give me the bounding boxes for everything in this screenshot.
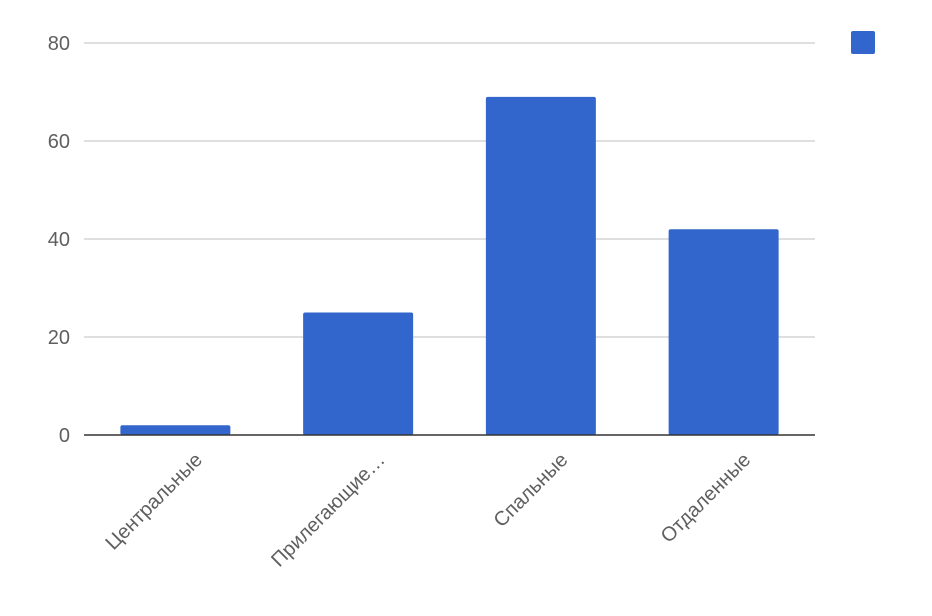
legend-swatch bbox=[851, 31, 875, 54]
y-tick-label: 20 bbox=[48, 327, 70, 349]
bar-2 bbox=[485, 96, 596, 436]
x-category-label: Прилегающие… bbox=[267, 449, 389, 571]
bar-1 bbox=[303, 312, 414, 435]
legend bbox=[851, 31, 875, 54]
bar-3 bbox=[668, 229, 779, 435]
x-category-label: Спальные bbox=[490, 449, 573, 532]
y-tick-label: 40 bbox=[48, 229, 70, 251]
bar-0 bbox=[120, 425, 231, 435]
y-tick-label: 0 bbox=[59, 425, 70, 447]
y-tick-label: 80 bbox=[48, 33, 70, 55]
x-axis-category-labels: Центральные Прилегающие… Спальные Отдаленны… bbox=[102, 449, 756, 571]
x-category-label: Центральные bbox=[102, 449, 207, 554]
y-tick-label: 60 bbox=[48, 131, 70, 153]
y-axis-tick-labels: 0 20 40 60 80 bbox=[48, 33, 70, 447]
x-category-label: Отдаленные bbox=[657, 449, 755, 547]
bars bbox=[120, 96, 779, 436]
